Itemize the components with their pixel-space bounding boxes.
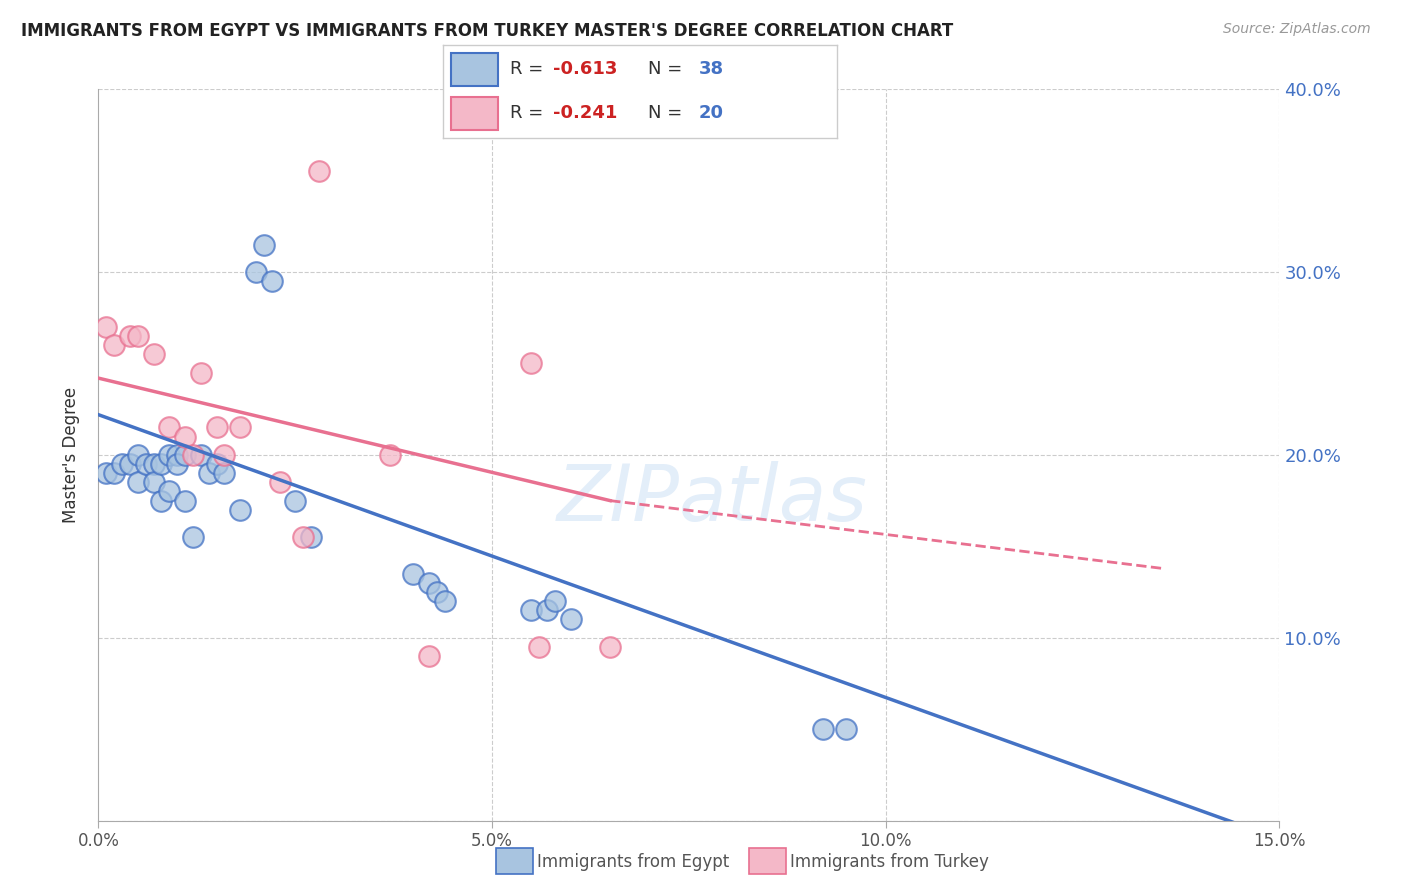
Text: N =: N = (648, 60, 688, 78)
Point (433, 594, 456, 608)
Point (253, 237, 276, 252)
Point (544, 594, 567, 608)
Point (205, 457, 228, 471)
Point (520, 356, 543, 371)
Text: Source: ZipAtlas.com: Source: ZipAtlas.com (1223, 22, 1371, 37)
Point (418, 576, 440, 591)
FancyBboxPatch shape (451, 97, 498, 130)
Point (118, 457, 141, 471)
Point (418, 649, 440, 664)
Point (536, 603, 558, 617)
Point (103, 466, 125, 480)
Point (174, 430, 197, 444)
Point (103, 338, 125, 352)
Y-axis label: Master's Degree: Master's Degree (62, 387, 80, 523)
Point (378, 448, 401, 462)
Point (150, 457, 173, 471)
Point (214, 466, 236, 480)
Point (299, 530, 322, 544)
Point (181, 448, 204, 462)
Point (529, 640, 551, 654)
Point (560, 613, 582, 627)
Point (118, 329, 141, 343)
Point (157, 420, 180, 434)
Point (150, 493, 173, 508)
Point (402, 566, 425, 581)
Point (245, 265, 267, 279)
Text: -0.613: -0.613 (553, 60, 617, 78)
Point (142, 347, 165, 361)
Point (127, 329, 149, 343)
Point (308, 164, 330, 178)
Point (214, 448, 236, 462)
Point (835, 723, 858, 737)
Point (229, 420, 252, 434)
Point (157, 484, 180, 499)
Point (520, 603, 543, 617)
Point (174, 493, 197, 508)
Point (599, 640, 621, 654)
Point (166, 448, 188, 462)
Point (142, 475, 165, 490)
Text: Immigrants from Turkey: Immigrants from Turkey (790, 853, 988, 871)
Point (426, 585, 449, 599)
Text: N =: N = (648, 104, 688, 122)
Point (269, 475, 291, 490)
FancyBboxPatch shape (451, 53, 498, 86)
Point (190, 448, 212, 462)
Point (181, 530, 204, 544)
Point (292, 530, 315, 544)
Point (284, 493, 307, 508)
Point (190, 366, 212, 380)
Text: 20: 20 (699, 104, 724, 122)
Point (174, 448, 197, 462)
Point (157, 448, 180, 462)
Point (166, 457, 188, 471)
Point (127, 475, 149, 490)
Text: R =: R = (510, 104, 548, 122)
Point (111, 457, 134, 471)
Point (96, 466, 118, 480)
Point (260, 274, 283, 288)
Point (142, 457, 165, 471)
Text: R =: R = (510, 60, 548, 78)
Text: Immigrants from Egypt: Immigrants from Egypt (537, 853, 730, 871)
Point (135, 457, 157, 471)
Point (811, 723, 834, 737)
Point (96, 319, 118, 334)
Point (229, 503, 252, 517)
Point (205, 420, 228, 434)
Text: 38: 38 (699, 60, 724, 78)
Point (197, 466, 219, 480)
Text: -0.241: -0.241 (553, 104, 617, 122)
Point (127, 448, 149, 462)
Text: ZIPatlas: ZIPatlas (557, 461, 868, 537)
Text: IMMIGRANTS FROM EGYPT VS IMMIGRANTS FROM TURKEY MASTER'S DEGREE CORRELATION CHAR: IMMIGRANTS FROM EGYPT VS IMMIGRANTS FROM… (21, 22, 953, 40)
